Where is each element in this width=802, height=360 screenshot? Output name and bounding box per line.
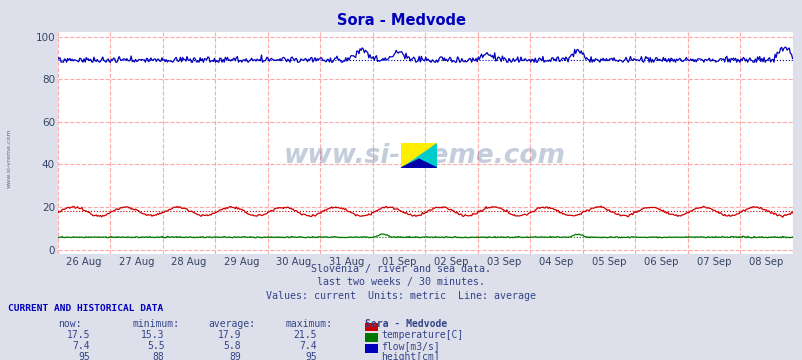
Text: 7.4: 7.4 [72, 341, 90, 351]
Text: flow[m3/s]: flow[m3/s] [381, 341, 439, 351]
Polygon shape [400, 159, 436, 168]
Text: Sora - Medvode: Sora - Medvode [365, 319, 447, 329]
Text: www.si-vreme.com: www.si-vreme.com [6, 129, 11, 188]
Text: 89: 89 [229, 352, 241, 360]
Text: Values: current  Units: metric  Line: average: Values: current Units: metric Line: aver… [266, 291, 536, 301]
Text: 17.9: 17.9 [217, 330, 241, 341]
Text: average:: average: [209, 319, 256, 329]
Text: last two weeks / 30 minutes.: last two weeks / 30 minutes. [317, 277, 485, 287]
Text: Slovenia / river and sea data.: Slovenia / river and sea data. [311, 264, 491, 274]
Text: now:: now: [58, 319, 81, 329]
Text: 95: 95 [78, 352, 90, 360]
Polygon shape [400, 143, 436, 168]
Text: 88: 88 [152, 352, 164, 360]
Text: 5.5: 5.5 [147, 341, 164, 351]
Text: CURRENT AND HISTORICAL DATA: CURRENT AND HISTORICAL DATA [8, 304, 163, 313]
Text: height[cm]: height[cm] [381, 352, 439, 360]
Text: www.si-vreme.com: www.si-vreme.com [284, 143, 565, 170]
Text: minimum:: minimum: [132, 319, 180, 329]
Text: 7.4: 7.4 [299, 341, 317, 351]
Polygon shape [400, 143, 436, 168]
Text: maximum:: maximum: [285, 319, 332, 329]
Text: 17.5: 17.5 [67, 330, 90, 341]
Text: 5.8: 5.8 [223, 341, 241, 351]
Text: 21.5: 21.5 [294, 330, 317, 341]
Text: temperature[C]: temperature[C] [381, 330, 463, 341]
Text: Sora - Medvode: Sora - Medvode [337, 13, 465, 28]
Text: 95: 95 [305, 352, 317, 360]
Text: 15.3: 15.3 [141, 330, 164, 341]
